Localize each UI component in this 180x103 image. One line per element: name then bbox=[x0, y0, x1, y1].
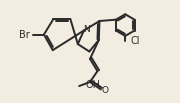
Text: Br: Br bbox=[19, 30, 30, 40]
Text: OH: OH bbox=[85, 80, 100, 90]
Text: Cl: Cl bbox=[131, 36, 140, 46]
Text: O: O bbox=[101, 86, 108, 95]
Text: N: N bbox=[83, 25, 90, 34]
